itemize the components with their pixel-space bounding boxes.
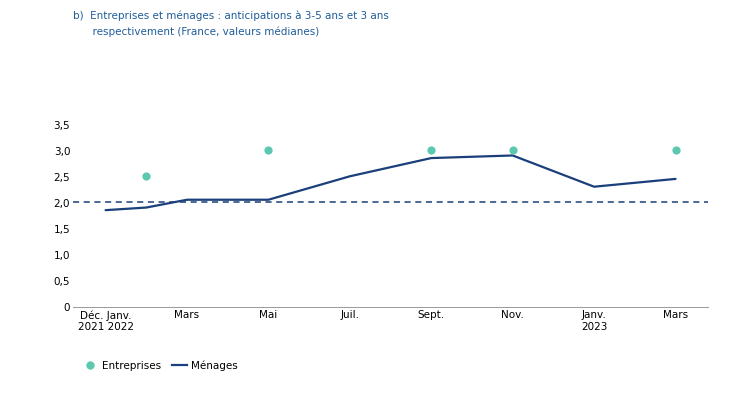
Point	[507, 148, 518, 154]
Legend: Entreprises, Ménages: Entreprises, Ménages	[78, 356, 242, 375]
Point	[669, 148, 681, 154]
Point	[140, 173, 152, 180]
Text: respectivement (France, valeurs médianes): respectivement (France, valeurs médianes…	[73, 27, 319, 37]
Point	[426, 148, 437, 154]
Text: b)  Entreprises et ménages : anticipations à 3-5 ans et 3 ans: b) Entreprises et ménages : anticipation…	[73, 10, 389, 21]
Point	[263, 148, 274, 154]
